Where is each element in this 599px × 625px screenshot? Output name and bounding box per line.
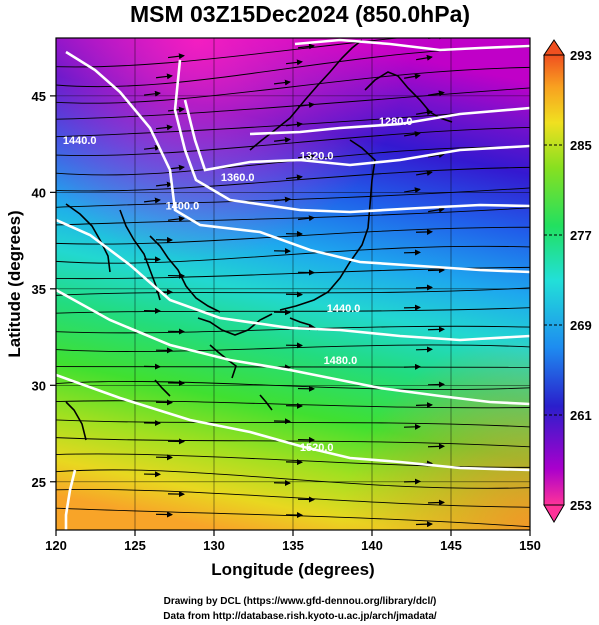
chart-title: MSM 03Z15Dec2024 (850.0hPa) (130, 1, 470, 27)
contour-label: 1280.0 (379, 116, 413, 128)
streamline-arrow (155, 73, 173, 80)
streamline (56, 307, 530, 314)
x-tick-label: 130 (203, 538, 225, 553)
streamline-arrow (273, 79, 291, 86)
streamline-arrow (143, 90, 161, 97)
streamline-arrow (428, 90, 445, 97)
streamline-arrow (416, 170, 433, 177)
streamline-arrow (297, 215, 315, 222)
x-tick-label: 145 (440, 538, 462, 553)
x-tick-label: 135 (282, 538, 304, 553)
streamline (56, 419, 530, 428)
streamline-arrow (428, 152, 445, 158)
streamline-arrow (285, 59, 303, 66)
streamline (56, 38, 402, 68)
colorbar-tick-label: 285 (570, 138, 592, 153)
streamline (56, 437, 530, 448)
streamline (56, 325, 530, 334)
x-tick-label: 125 (124, 538, 146, 553)
streamline-arrow (167, 53, 185, 60)
colorbar-tick-label: 277 (570, 228, 592, 243)
streamline-arrow (285, 121, 303, 128)
streamline-arrow (155, 124, 173, 131)
x-axis-ticks: 120 125 130 135 140 145 150 (45, 530, 541, 553)
x-tick-label: 140 (361, 538, 383, 553)
colorbar-tick-label: 269 (570, 318, 592, 333)
height-contours (56, 38, 530, 530)
y-tick-label: 30 (32, 378, 46, 393)
plot-area: 1280.0 1320.0 1360.0 1400.0 1440.0 1440.0 1480… (56, 38, 530, 530)
streamline-arrow (428, 206, 445, 213)
y-tick-label: 45 (32, 89, 46, 104)
y-tick-label: 40 (32, 185, 46, 200)
streamline-arrow (273, 136, 291, 143)
streamline-arrow (297, 153, 315, 160)
contour-label: 1480.0 (324, 355, 358, 367)
x-tick-label: 150 (519, 538, 541, 553)
streamline (56, 381, 530, 391)
y-tick-label: 35 (32, 282, 46, 297)
wind-streamlines (56, 38, 530, 528)
contour-label: 1520.0 (300, 442, 334, 454)
streamline (56, 489, 530, 508)
streamline (56, 127, 530, 156)
contour-label: 1440.0 (63, 135, 97, 147)
footer-credit-drawing: Drawing by DCL (https://www.gfd-dennou.o… (164, 596, 437, 607)
contour-labels: 1280.0 1320.0 1360.0 1400.0 1440.0 1440.0 1480… (63, 116, 413, 454)
streamline-arrow (404, 131, 421, 137)
streamline (56, 507, 530, 528)
colorbar-scale (543, 54, 565, 506)
streamline (56, 453, 530, 468)
streamline (56, 400, 530, 409)
contour-label: 1360.0 (221, 172, 255, 184)
y-axis-label: Latitude (degrees) (5, 210, 24, 357)
colorbar-tick-label: 293 (570, 48, 592, 63)
streamline-arrow (167, 215, 185, 222)
x-tick-label: 120 (45, 538, 67, 553)
streamline (56, 146, 530, 176)
colorbar-max-arrow (543, 39, 565, 56)
streamline-arrow (155, 181, 173, 188)
streamline (56, 66, 530, 104)
streamline-arrow (143, 197, 161, 204)
colorbar-min-arrow (543, 504, 565, 523)
streamline-arrow (404, 187, 421, 194)
streamline (56, 207, 530, 226)
streamline-arrow (143, 144, 161, 151)
streamline (56, 245, 530, 264)
streamline (56, 344, 530, 352)
colorbar-tick-label: 253 (570, 498, 592, 513)
x-axis-label: Longitude (degrees) (211, 560, 374, 579)
streamline (56, 469, 530, 489)
streamline-arrow (416, 54, 433, 61)
y-axis-ticks: 25 30 35 40 45 (32, 89, 56, 490)
colorbar-ticks: 293 285 277 269 261 253 (544, 48, 592, 513)
streamline-arrow (285, 174, 303, 181)
streamline-arrow (273, 196, 291, 203)
streamline-arrow (297, 43, 315, 50)
streamline (56, 187, 530, 208)
coastlines (65, 39, 453, 441)
streamline-arrow (404, 73, 421, 80)
contour-label: 1440.0 (327, 303, 361, 315)
colorbar: 293 285 277 269 261 253 (543, 39, 592, 523)
contour-label: 1320.0 (300, 151, 334, 163)
streamline (56, 287, 530, 296)
y-tick-label: 25 (32, 475, 46, 490)
streamline (56, 87, 530, 120)
colorbar-tick-label: 261 (570, 408, 592, 423)
streamline (56, 166, 530, 192)
footer-credit-data: Data from http://database.rish.kyoto-u.a… (163, 611, 437, 622)
contour-label: 1400.0 (166, 201, 200, 213)
lat-lon-grid (56, 38, 530, 530)
